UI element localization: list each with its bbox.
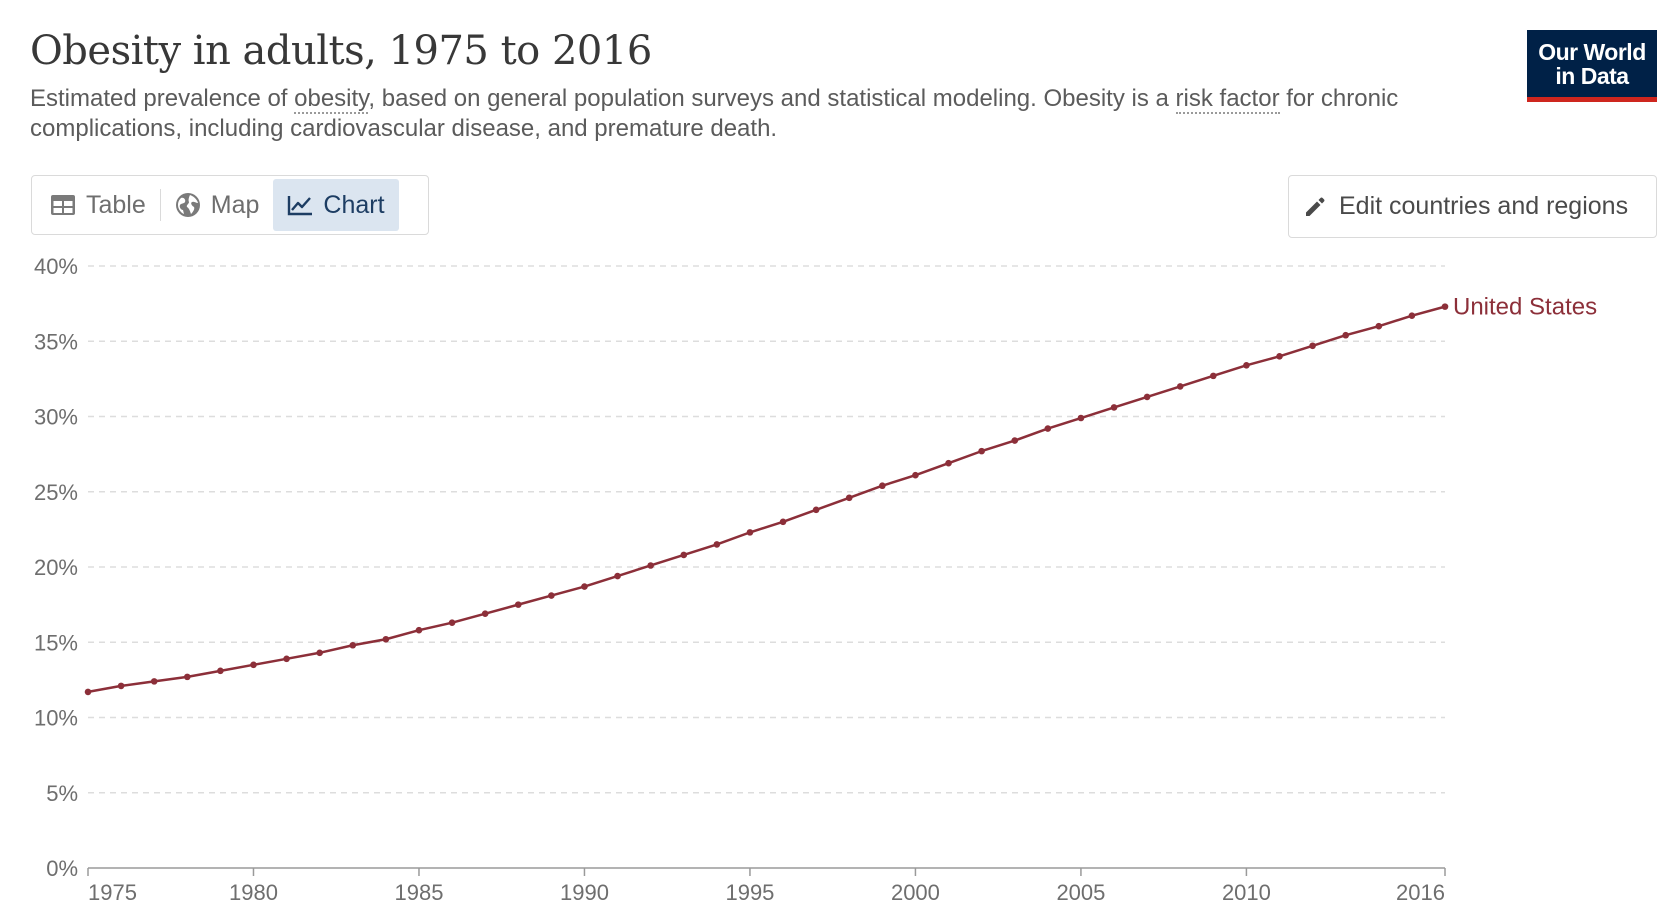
data-point [316,649,323,657]
data-point [1176,383,1184,390]
logo-line-2: in Data [1555,62,1629,89]
data-point [283,655,290,663]
y-tick-label: 15% [34,630,78,655]
data-point [1342,331,1350,339]
x-tick-label: 1990 [560,880,609,905]
data-point [1243,362,1250,369]
grid-lines [88,265,1445,794]
tab-map-label: Map [210,190,260,219]
tab-table[interactable]: Table [36,179,160,231]
pencil-icon [1306,197,1325,216]
subtitle-text-1: Estimated prevalence of [30,85,295,112]
logo-line-1: Our World [1538,38,1646,65]
x-tick-label: 2016 [1396,880,1445,905]
data-point [481,610,489,617]
data-point [117,682,125,690]
tab-map[interactable]: Map [161,179,274,231]
edit-countries-button[interactable]: Edit countries and regions [1288,175,1657,238]
data-point [1011,437,1019,444]
data-point [415,626,423,634]
tab-chart[interactable]: Chart [273,179,399,231]
data-point [581,583,588,590]
y-tick-label: 20% [34,555,78,580]
line-chart-icon [288,196,313,216]
our-world-in-data-logo[interactable]: Our World in Data [1527,30,1657,102]
chart-title: Obesity in adults, 1975 to 2016 [30,28,652,74]
x-tick-label: 2000 [891,880,940,905]
data-point [548,592,555,599]
data-point [1110,404,1118,411]
x-tick-label: 1985 [394,880,443,905]
data-point [1143,393,1151,401]
chart-subtitle: Estimated prevalence of obesity, based o… [30,84,1430,144]
data-point [1210,372,1217,380]
x-tick-label: 1980 [229,880,278,905]
y-axis: 0% 5% 10% 15% 20% 25% 30% 35% 40% [34,254,78,881]
series-line [87,305,1446,694]
data-point [779,518,787,526]
data-point [448,619,456,626]
data-point [514,601,522,608]
data-point [713,541,721,548]
obesity-term-link[interactable]: obesity [294,85,369,114]
y-tick-label: 40% [34,254,78,279]
x-axis: 1975 1980 1985 1990 1995 2000 2005 2010 2016 [87,867,1446,905]
y-tick-label: 0% [46,856,78,881]
data-point [879,482,886,490]
data-point [382,635,390,643]
series-layer: United States [84,294,1597,696]
data-point [1408,312,1416,319]
x-tick-label: 2010 [1222,880,1271,905]
data-point [614,572,621,580]
data-point [1309,342,1316,350]
y-tick-label: 5% [46,781,78,806]
data-point [680,551,688,559]
data-point [1276,353,1283,360]
x-tick-label: 1995 [725,880,774,905]
data-point [912,471,919,479]
table-icon [51,195,75,215]
y-tick-label: 30% [34,405,78,430]
data-point [945,459,952,467]
y-tick-label: 10% [34,706,78,731]
tab-chart-label: Chart [323,190,385,219]
edit-countries-label: Edit countries and regions [1339,192,1629,220]
risk-factor-term-link[interactable]: risk factor [1175,85,1280,114]
y-tick-label: 25% [34,480,78,505]
data-point [812,506,820,514]
data-point [1077,414,1085,422]
tab-table-label: Table [86,190,146,219]
subtitle-text-2: , based on general population surveys an… [368,85,1176,112]
data-point [746,529,754,536]
data-point [150,678,158,685]
x-tick-label: 1975 [88,880,137,905]
data-point [845,494,853,502]
data-point [250,661,257,669]
subtitle-text-3: for chronic complications, including car… [30,85,1399,142]
x-tick-label: 2005 [1056,880,1105,905]
data-point [84,688,92,696]
tab-divider [159,189,161,221]
globe-icon [175,193,200,217]
view-tabs: Table Map Chart [31,175,429,235]
series-label: United States [1453,294,1597,321]
data-point [1044,425,1052,432]
data-point [217,667,224,675]
data-point [647,562,654,569]
y-tick-label: 35% [34,329,78,354]
data-point [349,641,357,649]
data-point [1441,303,1449,310]
data-point [978,447,985,455]
data-point [1375,322,1383,330]
data-point [183,673,191,681]
